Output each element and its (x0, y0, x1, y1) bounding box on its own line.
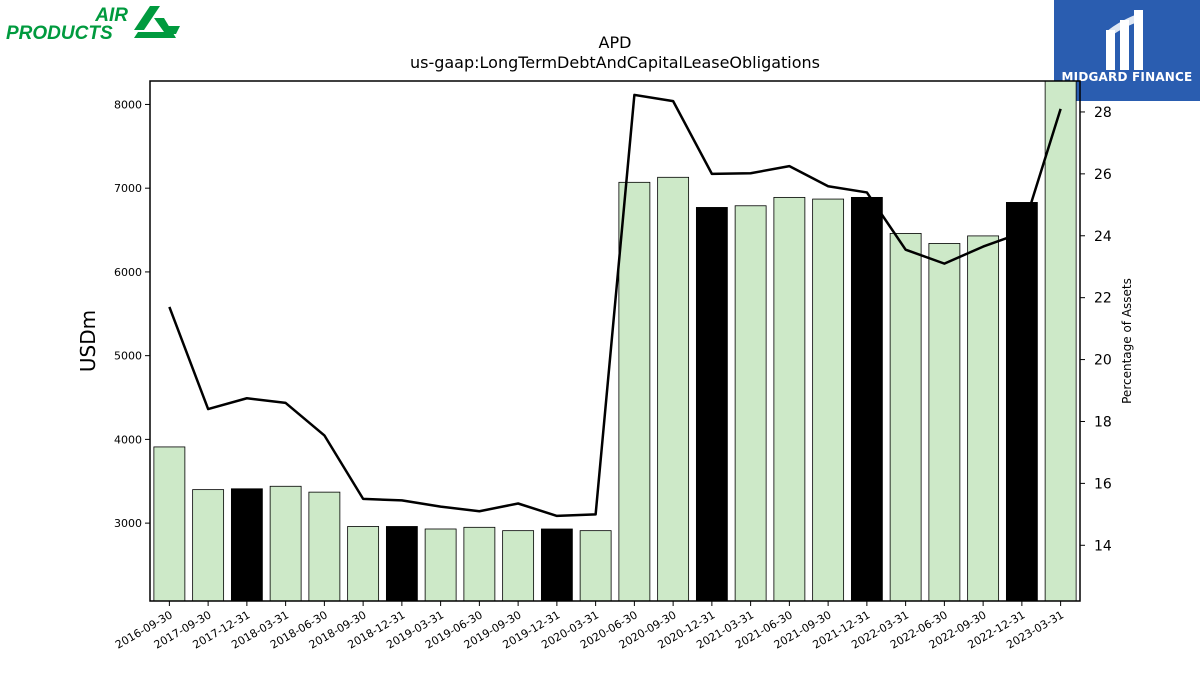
logo-left-line1: AIR (94, 5, 128, 26)
y2-tick-label: 14 (1094, 538, 1112, 554)
bar-2023-03-31 (1044, 80, 1077, 602)
bar-2017-09-30 (192, 489, 225, 602)
midgard-finance-logo: MIDGARD FINANCE (1054, 0, 1200, 101)
logo-left-line2: PRODUCTS (6, 23, 113, 44)
y-tick-label: 8000 (114, 98, 142, 111)
bar-2020-06-30 (618, 181, 651, 602)
bar-2021-03-31 (734, 205, 767, 602)
bar-2019-03-31 (424, 528, 457, 602)
bar-2021-12-31 (850, 196, 883, 602)
plot-frame (149, 80, 1081, 602)
y2-tick-label: 18 (1094, 414, 1112, 430)
bar-2020-03-31 (579, 530, 612, 602)
air-products-logo: AIR PRODUCTS (4, 4, 184, 44)
y2-tick-label: 22 (1094, 291, 1112, 307)
y2-tick-label: 16 (1094, 476, 1112, 492)
bar-2020-09-30 (657, 176, 690, 602)
y-tick-label: 3000 (114, 517, 142, 530)
bar-2018-06-30 (308, 491, 341, 602)
midgard-mark-icon (1106, 10, 1143, 70)
bar-series (153, 80, 1077, 602)
bar-2018-12-31 (385, 526, 418, 602)
y2-tick-label: 28 (1094, 105, 1112, 121)
left-axis: 3000 4000 5000 6000 7000 8000 (114, 98, 150, 530)
y-tick-label: 6000 (114, 266, 142, 279)
y-axis-label: USDm (76, 310, 100, 372)
air-products-mark-icon (134, 6, 180, 38)
bar-2021-06-30 (773, 196, 806, 602)
bar-2021-09-30 (812, 198, 845, 602)
bar-2018-09-30 (347, 526, 380, 602)
bar-2016-09-30 (153, 446, 186, 602)
bar-2019-12-31 (540, 528, 573, 602)
x-axis: 2016-09-302017-09-302017-12-312018-03-31… (113, 601, 1066, 652)
right-axis: 14 16 18 20 22 24 26 28 (1080, 105, 1112, 554)
bar-2022-06-30 (928, 243, 961, 602)
bar-2019-09-30 (502, 530, 535, 602)
y2-tick-label: 20 (1094, 353, 1112, 369)
percentage-of-assets-line (168, 93, 1062, 518)
bar-2020-12-31 (695, 207, 728, 602)
y-tick-label: 7000 (114, 182, 142, 195)
chart-title: APD (599, 33, 632, 52)
y2-tick-label: 24 (1094, 229, 1112, 245)
y-tick-label: 5000 (114, 350, 142, 363)
bar-2019-06-30 (463, 526, 496, 602)
bar-2022-12-31 (1005, 202, 1038, 602)
y2-tick-label: 26 (1094, 167, 1112, 183)
bar-2017-12-31 (230, 488, 263, 602)
chart-subtitle: us-gaap:LongTermDebtAndCapitalLeaseOblig… (410, 53, 820, 72)
bar-2022-09-30 (967, 235, 1000, 602)
bar-2022-03-31 (889, 232, 922, 602)
midgard-brand-text: MIDGARD FINANCE (1061, 70, 1193, 84)
bar-2018-03-31 (269, 485, 302, 602)
y-tick-label: 4000 (114, 433, 142, 446)
y2-axis-label: Percentage of Assets (1120, 278, 1134, 404)
line-series (168, 93, 1062, 518)
